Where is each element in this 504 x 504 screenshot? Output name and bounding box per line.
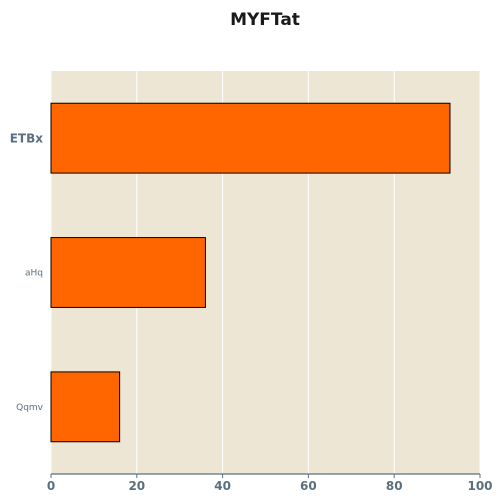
chart-title: MYFTat: [230, 10, 300, 30]
bar-aHq: [50, 237, 206, 308]
x-tick-label-0: 0: [47, 479, 55, 493]
x-tick-label-2: 40: [214, 479, 231, 493]
x-tick-label-1: 20: [128, 479, 145, 493]
y-tick-label-0: ETBx: [10, 131, 44, 145]
y-axis-ticks: ETBx aHq Qqmv: [10, 131, 44, 413]
bars: [50, 102, 451, 443]
bar-Qqmv: [50, 371, 121, 443]
bar-ETBx: [50, 102, 451, 174]
x-tick-label-5: 100: [467, 479, 492, 493]
x-axis-ticks: 0 20 40 60 80 100: [47, 474, 493, 493]
y-tick-label-2: Qqmv: [16, 403, 44, 413]
y-tick-label-1: aHq: [25, 269, 43, 279]
x-tick-label-4: 80: [386, 479, 403, 493]
x-tick-label-3: 60: [300, 479, 317, 493]
